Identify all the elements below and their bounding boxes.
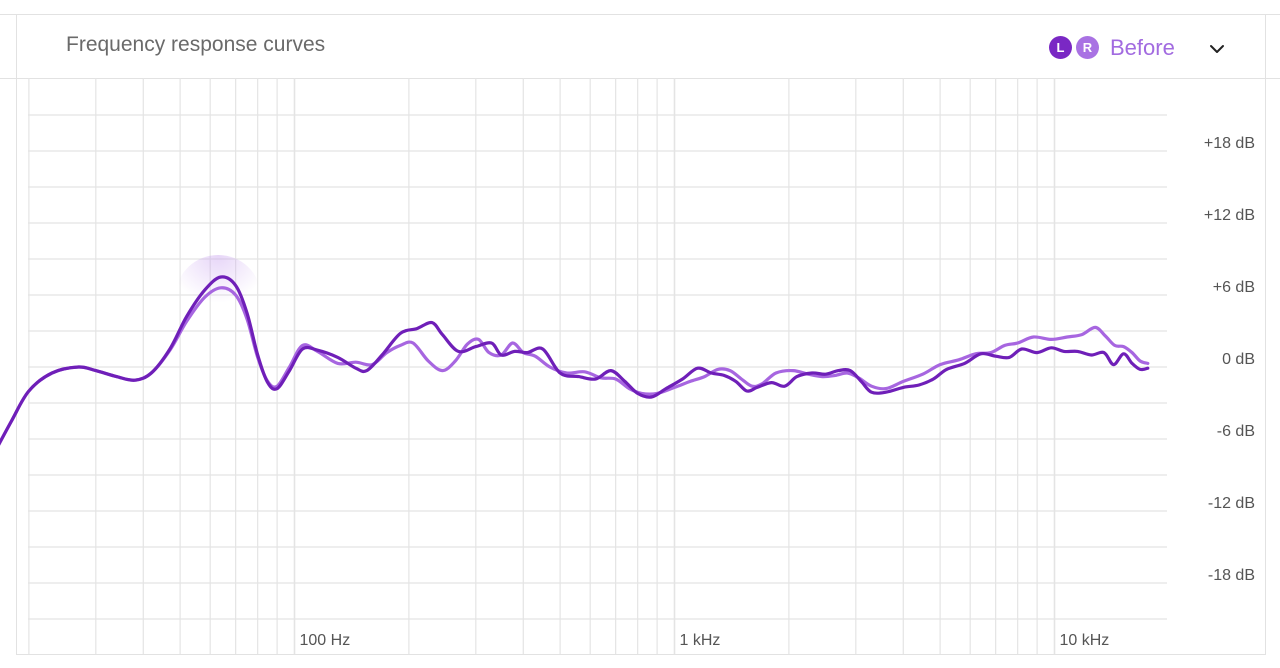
- y-tick-label: +12 dB: [1204, 207, 1255, 224]
- frequency-response-panel: [16, 14, 1266, 655]
- series-line-l: [0, 275, 1150, 446]
- header-divider: [0, 78, 1280, 79]
- x-tick-label: 10 kHz: [1060, 632, 1110, 649]
- peak-highlight: [176, 255, 261, 335]
- channel-indicators: L R: [1049, 36, 1103, 59]
- x-tick-label: 100 Hz: [300, 632, 351, 649]
- y-tick-label: -18 dB: [1208, 567, 1255, 584]
- series-line-r: [0, 286, 1150, 446]
- top-divider: [0, 14, 1280, 15]
- y-tick-label: 0 dB: [1222, 351, 1255, 368]
- y-tick-label: +18 dB: [1204, 135, 1255, 152]
- y-tick-label: +6 dB: [1213, 279, 1255, 296]
- state-label[interactable]: Before: [1110, 35, 1175, 60]
- panel-title: Frequency response curves: [66, 33, 326, 56]
- chevron-down-icon[interactable]: [1206, 38, 1228, 60]
- x-tick-label: 1 kHz: [680, 632, 721, 649]
- channel-right-badge: R: [1076, 36, 1099, 59]
- channel-left-badge: L: [1049, 36, 1072, 59]
- y-tick-label: -6 dB: [1217, 423, 1255, 440]
- y-tick-label: -12 dB: [1208, 495, 1255, 512]
